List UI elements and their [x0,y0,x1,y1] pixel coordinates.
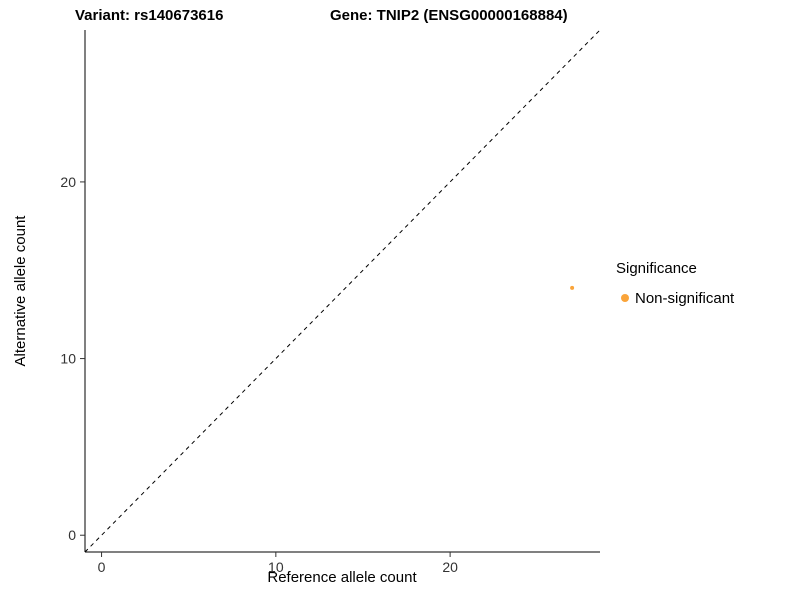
y-tick-label: 20 [60,174,76,190]
plot-panel: 0 10 20 0 10 20 [60,29,601,575]
legend-title: Significance [616,260,697,277]
legend-entry-label: Non-significant [635,290,735,307]
identity-line [84,29,601,553]
y-tick-label: 0 [68,527,76,543]
y-tick-label: 10 [60,351,76,367]
x-tick-label: 20 [442,559,458,575]
x-tick-label: 10 [268,559,284,575]
plot-title-gene: Gene: TNIP2 (ENSG00000168884) [330,7,568,24]
data-point [570,285,575,290]
legend-key-dot-icon [621,294,629,302]
plot-title-variant: Variant: rs140673616 [75,7,223,24]
y-axis-title: Alternative allele count [12,215,29,367]
x-tick-label: 0 [98,559,106,575]
legend: Significance Non-significant [616,260,735,307]
x-axis-title: Reference allele count [267,569,417,586]
